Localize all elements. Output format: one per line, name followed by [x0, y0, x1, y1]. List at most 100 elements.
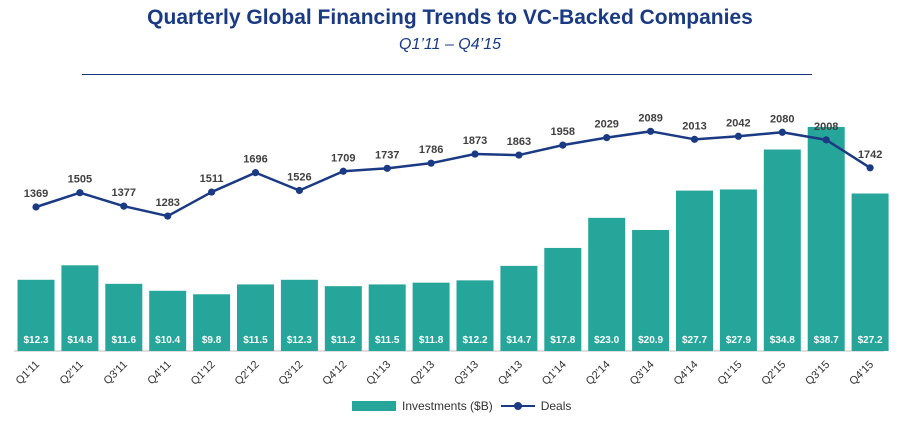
deals-data-label: 1283 — [155, 197, 179, 209]
bar-value-label: $23.0 — [594, 335, 619, 346]
bar-17 — [763, 149, 801, 351]
deals-data-label: 1709 — [331, 152, 355, 164]
deals-data-label: 1737 — [375, 149, 399, 161]
bar-2 — [105, 283, 143, 351]
bar-18 — [807, 126, 845, 351]
bar-1 — [61, 265, 99, 351]
deals-point-10 — [471, 150, 479, 158]
bar-value-label: $12.2 — [462, 335, 487, 346]
bar-value-label: $14.7 — [506, 335, 531, 346]
x-tick-label: Q3'12 — [277, 359, 306, 388]
bar-value-label: $11.5 — [243, 335, 268, 346]
bar-4 — [193, 294, 231, 351]
x-tick-label: Q2'15 — [759, 359, 788, 388]
deals-data-label: 2089 — [638, 112, 662, 124]
bar-value-label: $27.2 — [858, 335, 883, 346]
legend-investments-swatch — [352, 401, 396, 411]
deals-data-label: 1511 — [200, 173, 224, 185]
bar-9 — [412, 282, 450, 351]
deals-data-label: 1958 — [551, 126, 575, 138]
deals-point-3 — [164, 212, 172, 220]
deals-data-label: 1786 — [419, 144, 443, 156]
deals-point-16 — [734, 132, 743, 140]
x-tick-label: Q3'15 — [803, 359, 832, 388]
deals-point-0 — [32, 203, 40, 211]
deals-point-2 — [120, 202, 128, 210]
bar-value-label: $27.7 — [682, 335, 707, 346]
bar-value-label: $12.3 — [287, 335, 312, 346]
bar-value-label: $12.3 — [23, 335, 48, 346]
bar-value-label: $17.8 — [550, 335, 575, 346]
x-tick-label: Q2'11 — [58, 359, 86, 387]
bar-value-label: $11.2 — [331, 335, 356, 346]
bar-7 — [324, 286, 362, 351]
bar-15 — [676, 190, 713, 351]
deals-point-8 — [383, 164, 391, 172]
deals-point-13 — [603, 134, 611, 142]
legend-deals-swatch — [500, 401, 535, 411]
deals-point-15 — [690, 135, 699, 143]
bar-6 — [280, 279, 318, 351]
deals-point-19 — [866, 164, 874, 172]
deals-point-4 — [208, 188, 216, 196]
bar-12 — [544, 247, 582, 351]
deals-point-6 — [295, 186, 303, 195]
legend-deals-label: Deals — [540, 399, 572, 413]
chart-title: Quarterly Global Financing Trends to VC-… — [147, 6, 753, 29]
deals-data-label: 1863 — [507, 136, 531, 148]
bar-value-label: $20.9 — [638, 335, 663, 346]
bar-10 — [456, 280, 494, 351]
bar-13 — [588, 217, 626, 351]
bar-value-label: $14.8 — [67, 335, 92, 346]
bar-0 — [17, 279, 55, 351]
x-tick-label: Q3'13 — [452, 359, 481, 388]
bar-14 — [632, 229, 670, 351]
bar-value-label: $11.5 — [375, 335, 400, 346]
x-tick-label: Q4'14 — [672, 359, 701, 388]
x-tick-label: Q2'12 — [233, 359, 262, 388]
x-tick-label: Q1'11 — [14, 359, 42, 387]
deals-point-12 — [559, 141, 567, 149]
deals-line — [35, 130, 871, 218]
bar-value-label: $11.6 — [112, 335, 137, 346]
deals-point-1 — [76, 189, 84, 197]
deals-point-17 — [778, 128, 786, 136]
bar-value-label: $34.8 — [770, 335, 795, 346]
x-tick-label: Q4'11 — [145, 359, 173, 387]
deals-point-7 — [339, 167, 347, 175]
bar-value-label: $9.8 — [202, 335, 222, 346]
deals-point-18 — [822, 136, 830, 144]
x-tick-label: Q3'11 — [101, 359, 129, 387]
bar-value-label: $10.4 — [155, 335, 180, 346]
title-divider — [82, 74, 812, 75]
x-tick-label: Q3'14 — [628, 359, 657, 388]
bar-16 — [719, 189, 757, 351]
bar-8 — [368, 284, 406, 351]
x-tick-label: Q1'15 — [716, 359, 745, 388]
x-tick-label: Q4'13 — [496, 359, 525, 388]
deals-data-label: 1873 — [463, 135, 487, 147]
deals-point-11 — [515, 151, 523, 159]
x-tick-label: Q4'15 — [847, 359, 876, 388]
bar-5 — [237, 284, 274, 351]
bar-value-label: $27.9 — [726, 335, 751, 346]
deals-point-5 — [251, 169, 260, 177]
deals-point-9 — [427, 159, 435, 167]
bar-3 — [149, 290, 187, 351]
deals-data-label: 1377 — [112, 187, 136, 199]
x-tick-label: Q2'13 — [408, 359, 437, 388]
deals-data-label: 2013 — [682, 120, 706, 132]
deals-data-label: 1369 — [24, 188, 48, 200]
deals-data-label: 2029 — [594, 119, 618, 131]
x-tick-label: Q2'14 — [584, 359, 613, 388]
deals-point-14 — [647, 127, 655, 135]
deals-data-label: 2080 — [770, 113, 794, 125]
x-tick-label: Q4'12 — [320, 359, 349, 388]
chart-subtitle: Q1’11 – Q4’15 — [399, 36, 501, 53]
deals-data-label: 2042 — [726, 117, 750, 129]
deals-data-label: 2008 — [814, 121, 838, 133]
x-tick-label: Q1'13 — [364, 359, 393, 388]
x-tick-label: Q1'14 — [540, 359, 569, 388]
bar-value-label: $11.8 — [419, 335, 444, 346]
